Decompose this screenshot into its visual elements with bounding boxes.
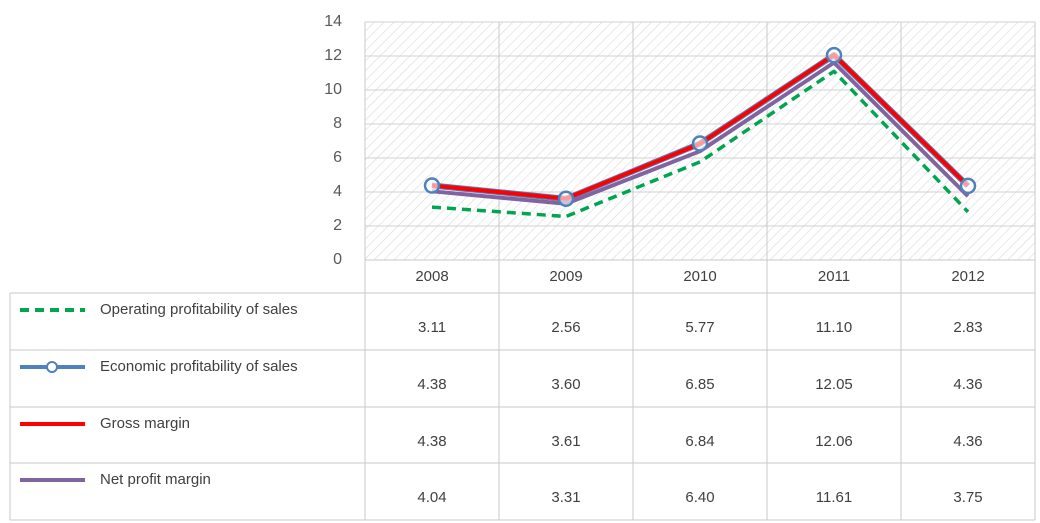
table-value: 4.38 [417,433,446,450]
x-tick-label: 2012 [951,268,984,285]
table-value: 11.10 [816,319,852,336]
table-value: 4.38 [417,376,446,393]
table-value: 4.04 [417,489,446,506]
table-value: 12.05 [815,376,853,393]
data-marker [691,135,709,152]
x-tick-label: 2010 [683,268,716,285]
legend-label: Operating profitability of sales [100,301,298,318]
data-marker [959,177,977,195]
table-value: 4.36 [953,433,982,450]
y-tick-label: 12 [324,47,342,64]
table-value: 4.36 [953,376,982,393]
table-value: 11.61 [816,489,852,506]
y-tick-label: 14 [324,13,342,30]
table-value: 2.56 [551,319,580,336]
x-tick-label: 2008 [415,268,448,285]
table-value: 3.61 [551,433,580,450]
table-value: 3.75 [953,489,982,506]
table-value: 5.77 [685,319,714,336]
legend-label: Net profit margin [100,471,211,488]
y-tick-label: 6 [333,149,342,166]
x-tick-label: 2011 [818,268,850,285]
y-tick-label: 2 [333,217,342,234]
legend-label: Gross margin [100,415,190,432]
y-tick-label: 10 [324,81,342,98]
table-value: 3.31 [551,489,580,506]
y-tick-label: 8 [333,115,342,132]
y-tick-label: 0 [333,251,342,268]
legend-marker [46,361,58,373]
table-value: 6.40 [685,489,714,506]
table-value: 2.83 [953,319,982,336]
x-tick-label: 2009 [549,268,582,285]
table-value: 3.60 [551,376,580,393]
data-marker [825,46,843,64]
y-tick-label: 4 [333,183,342,200]
table-value: 6.85 [685,376,714,393]
table-value: 6.84 [685,433,714,450]
data-marker [557,190,575,208]
data-marker [423,177,441,194]
table-value: 12.06 [815,433,853,450]
table-value: 3.11 [418,319,446,336]
legend-label: Economic profitability of sales [100,358,298,375]
